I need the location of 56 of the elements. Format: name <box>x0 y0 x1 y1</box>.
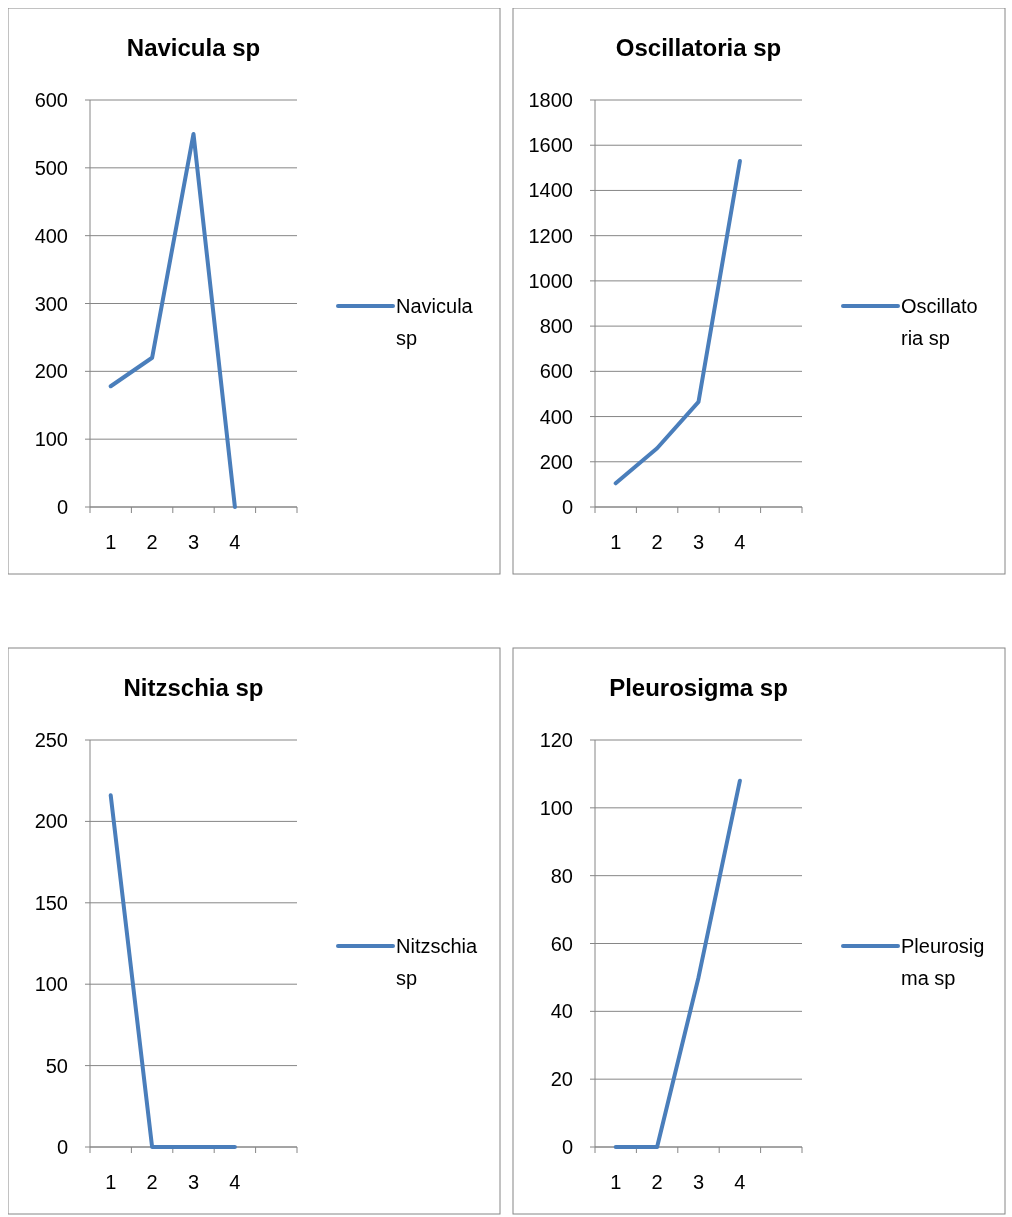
y-tick-label: 1800 <box>528 89 573 111</box>
y-tick-label: 1200 <box>528 224 573 247</box>
y-tick-label: 1600 <box>528 134 573 157</box>
y-tick-label: 100 <box>34 973 68 996</box>
chart-title: Nitzschia sp <box>123 674 264 701</box>
y-tick-label: 400 <box>539 405 573 428</box>
x-tick-label: 2 <box>146 1171 158 1193</box>
y-tick-label: 60 <box>550 932 573 955</box>
y-tick-label: 150 <box>34 891 68 914</box>
y-tick-label: 0 <box>56 1136 68 1158</box>
y-tick-label: 0 <box>561 1136 573 1158</box>
x-tick-label: 2 <box>146 531 158 553</box>
x-tick-label: 1 <box>610 531 622 553</box>
y-tick-label: 120 <box>539 729 573 751</box>
chart-title: Oscillatoria sp <box>615 34 782 61</box>
y-tick-label: 600 <box>539 360 573 383</box>
y-tick-label: 20 <box>550 1068 573 1091</box>
x-tick-label: 4 <box>734 1171 746 1193</box>
line-series <box>108 131 237 509</box>
y-tick-label: 0 <box>561 496 573 518</box>
y-tick-label: 0 <box>56 496 68 518</box>
x-tick-label: 2 <box>651 531 663 553</box>
y-tick-label: 1000 <box>528 269 573 292</box>
x-tick-label: 1 <box>610 1171 622 1193</box>
x-tick-label: 4 <box>229 531 241 553</box>
x-tick-label: 4 <box>734 531 746 553</box>
legend-label: Pleurosigma sp <box>901 935 985 989</box>
legend-label: Navicula sp <box>396 295 474 349</box>
x-tick-label: 3 <box>187 531 200 553</box>
chart-title: Pleurosigma sp <box>609 674 788 701</box>
legend-label: Nitzschia sp <box>396 935 479 989</box>
y-tick-label: 400 <box>34 224 68 247</box>
y-tick-label: 250 <box>34 729 68 751</box>
x-tick-label: 3 <box>187 1171 200 1193</box>
x-tick-label: 3 <box>692 531 705 553</box>
x-tick-label: 3 <box>692 1171 705 1193</box>
y-tick-label: 1400 <box>528 179 573 202</box>
y-tick-label: 600 <box>34 89 68 111</box>
line-series <box>613 159 742 486</box>
chart-title: Navicula sp <box>126 34 261 61</box>
x-tick-label: 1 <box>105 531 117 553</box>
y-tick-label: 200 <box>539 450 573 473</box>
x-tick-label: 1 <box>105 1171 117 1193</box>
y-tick-label: 100 <box>539 796 573 819</box>
y-tick-label: 80 <box>550 864 573 887</box>
y-tick-label: 100 <box>34 428 68 451</box>
y-tick-label: 50 <box>45 1054 68 1077</box>
y-tick-label: 500 <box>34 156 68 179</box>
x-tick-label: 4 <box>229 1171 241 1193</box>
x-tick-label: 2 <box>651 1171 663 1193</box>
y-tick-label: 40 <box>550 1000 573 1023</box>
y-tick-label: 200 <box>34 810 68 833</box>
legend-label: Oscillatoria sp <box>901 295 978 349</box>
y-tick-label: 200 <box>34 360 68 383</box>
y-tick-label: 800 <box>539 315 573 338</box>
y-tick-label: 300 <box>34 292 68 315</box>
